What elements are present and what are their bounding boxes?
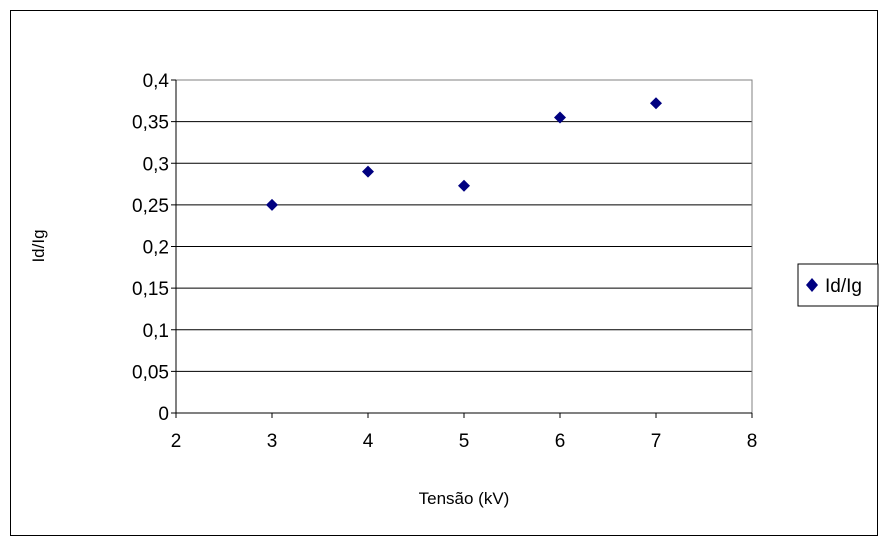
chart-area xyxy=(10,10,878,536)
x-axis-title: Tensão (kV) xyxy=(419,489,510,508)
y-tick-label: 0,3 xyxy=(143,154,169,175)
data-point-7 xyxy=(650,97,662,110)
y-tick-label: 0,35 xyxy=(132,113,169,134)
x-tick-label: 8 xyxy=(747,431,758,452)
x-tick-label: 2 xyxy=(171,431,182,452)
y-tick-label: 0,25 xyxy=(132,196,169,217)
y-tick-label: 0,15 xyxy=(132,279,169,300)
data-point-5 xyxy=(458,179,470,192)
axes xyxy=(171,79,753,418)
x-tick-label: 6 xyxy=(555,431,566,452)
y-tick-label: 0,2 xyxy=(143,238,169,259)
data-point-3 xyxy=(266,198,278,211)
x-axis-tick-labels: 2 3 4 5 6 7 8 xyxy=(171,431,758,452)
legend-marker-diamond-icon xyxy=(806,278,818,292)
legend: Id/Ig xyxy=(797,263,879,307)
x-tick-label: 3 xyxy=(267,431,278,452)
y-tick-label: 0,4 xyxy=(143,71,170,92)
data-point-4 xyxy=(362,165,374,178)
y-tick-label: 0 xyxy=(158,404,169,425)
y-tick-label: 0,05 xyxy=(132,362,169,383)
x-tick-label: 7 xyxy=(651,431,662,452)
data-point-6 xyxy=(554,111,566,124)
y-axis-tick-labels: 0 0,05 0,1 0,15 0,2 0,25 0,3 0,35 0,4 xyxy=(132,71,169,425)
x-tick-label: 5 xyxy=(459,431,470,452)
x-tick-label: 4 xyxy=(363,431,374,452)
legend-label-series: Id/Ig xyxy=(825,276,862,297)
y-axis-title: Id/Ig xyxy=(29,229,48,262)
grid-lines xyxy=(176,121,752,372)
y-tick-label: 0,1 xyxy=(143,321,169,342)
data-points xyxy=(266,97,662,211)
